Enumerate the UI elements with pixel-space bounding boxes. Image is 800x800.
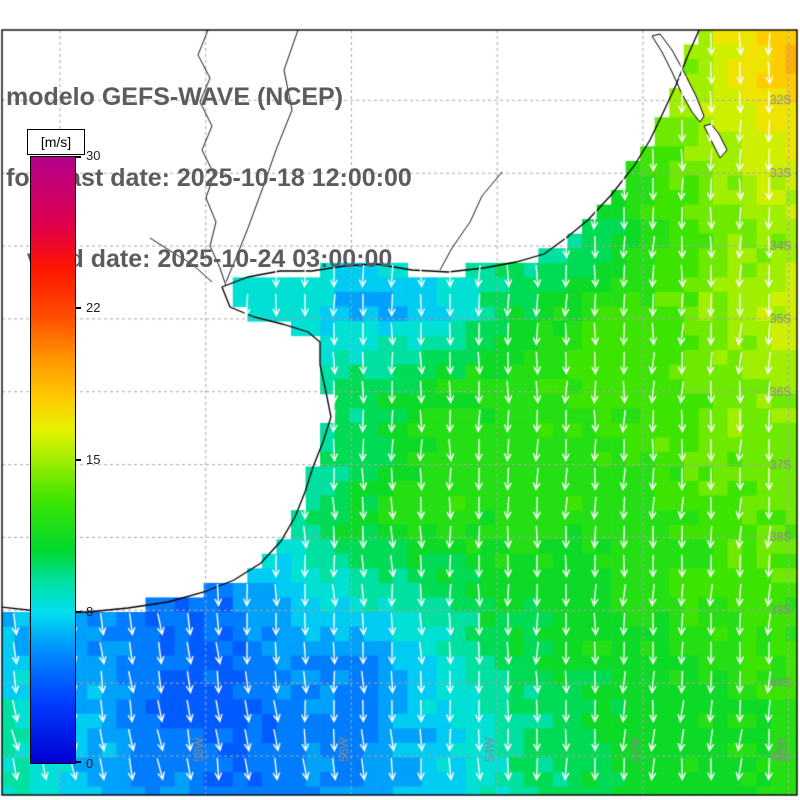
colorbar xyxy=(30,156,76,764)
colorbar-tick-label: 8 xyxy=(86,604,94,619)
colorbar-tick-mark xyxy=(75,459,81,461)
colorbar-tick-label: 30 xyxy=(86,148,101,163)
colorbar-tick-mark xyxy=(75,761,81,763)
model-title: modelo GEFS-WAVE (NCEP) xyxy=(6,83,344,111)
colorbar-tick-mark xyxy=(75,611,81,613)
colorbar-tick-mark xyxy=(75,307,81,309)
colorbar-tick-label: 0 xyxy=(86,756,94,771)
colorbar-tick-label: 15 xyxy=(86,452,101,467)
colorbar-unit-label: [m/s] xyxy=(27,129,85,155)
colorbar-tick-label: 22 xyxy=(86,300,101,315)
colorbar-tick-mark xyxy=(75,156,81,158)
